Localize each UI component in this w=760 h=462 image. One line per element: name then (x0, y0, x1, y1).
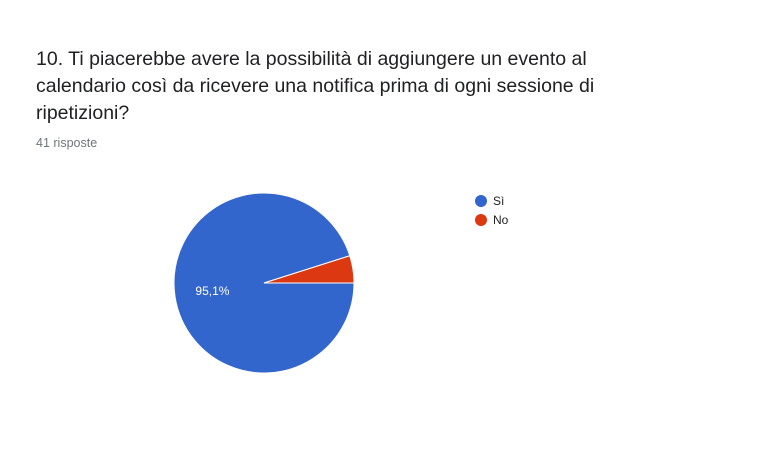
response-count: 41 risposte (36, 136, 98, 150)
question-title: 10. Ti piacerebbe avere la possibilità d… (36, 48, 595, 124)
legend-item-no[interactable]: No (475, 210, 508, 229)
pie-data-label: 95,1% (195, 284, 229, 298)
legend-label-no: No (493, 212, 509, 227)
pie-slice-no[interactable] (263, 255, 355, 284)
chart-legend: Sì No (475, 191, 508, 229)
legend-swatch-si (475, 194, 487, 207)
legend-item-si[interactable]: Sì (475, 191, 508, 210)
legend-swatch-no (475, 213, 487, 226)
legend-label-si: Sì (493, 193, 505, 208)
